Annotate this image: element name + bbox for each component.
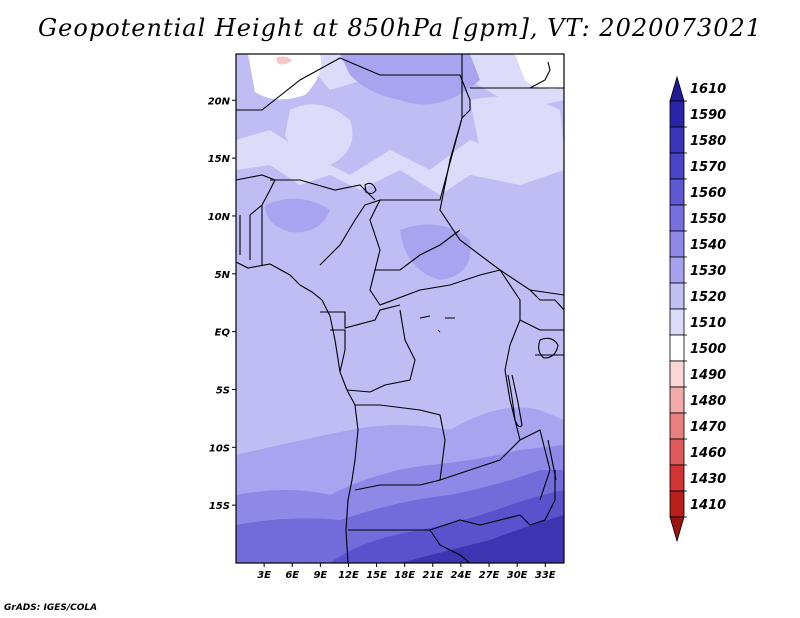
field-white-nw [248, 54, 321, 100]
colorbar-label: 1590 [690, 108, 726, 123]
lon-tick-label: 3E [257, 570, 271, 581]
colorbar-swatch [669, 308, 685, 336]
border-drc-angola [346, 309, 416, 393]
colorbar-swatch [669, 230, 685, 258]
lake-chad [364, 182, 377, 195]
lat-tick-label: 10S [209, 443, 230, 454]
colorbar-swatch [669, 490, 685, 518]
border-zambia [439, 429, 551, 501]
lake-malawi [547, 439, 557, 481]
colorbar-label: 1500 [690, 342, 726, 357]
chart-title: Geopotential Height at 850hPa [gpm], VT:… [38, 14, 762, 42]
colorbar-swatch [669, 204, 685, 232]
coast-north-egypt [529, 61, 551, 89]
colorbar-label: 1610 [690, 82, 726, 97]
border-drc-east [499, 269, 521, 441]
border-sahara [236, 57, 471, 119]
lon-tick-label: 6E [285, 570, 299, 581]
map-frame [235, 53, 565, 564]
lat-tick-label: 20N [208, 96, 231, 107]
border-congo [320, 304, 401, 329]
colorbar-label: 1520 [690, 290, 726, 305]
colorbar-swatch [669, 464, 685, 492]
border-car [369, 269, 501, 306]
lake-victoria [538, 337, 559, 359]
lon-tick-label: 15E [366, 570, 387, 581]
border-namibia [348, 514, 521, 531]
field-pink-spot [276, 56, 292, 65]
field-mid-north [340, 54, 480, 105]
lon-tick-label: 24E [451, 570, 472, 581]
border-libya-egypt [380, 54, 463, 201]
lat-tick-label: 10N [208, 212, 231, 223]
colorbar-label: 1460 [690, 446, 726, 461]
lat-tick-label: 5S [216, 385, 230, 396]
colorbar-swatch [669, 360, 685, 388]
colorbar-label: 1510 [690, 316, 726, 331]
colorbar-label: 1540 [690, 238, 726, 253]
lakes-central [419, 315, 455, 333]
border-botswana [429, 529, 471, 563]
border-mali [236, 174, 276, 216]
field-mid-sahel [265, 198, 330, 233]
colorbar-label: 1530 [690, 264, 726, 279]
lon-tick-label: 12E [338, 570, 359, 581]
lat-tick-label: 15N [208, 154, 231, 165]
colorbar-swatch [669, 152, 685, 180]
colorbar-swatch [669, 178, 685, 206]
axis-ticks: 20N 15N 10N 5N EQ 5S 10S 15S 3E 6E 9E 12E 15E 18E 21E 2… [208, 96, 556, 581]
lat-tick-label: 15S [209, 501, 230, 512]
border-chad [369, 199, 461, 271]
colorbar-swatch [669, 100, 685, 128]
country-borders [236, 54, 564, 563]
colorbar-label: 1570 [690, 160, 726, 175]
border-mozambique [519, 470, 556, 526]
colorbar-swatch [669, 282, 685, 310]
lon-tick-label: 21E [422, 570, 443, 581]
colorbar-label: 1550 [690, 212, 726, 227]
height-field [236, 54, 564, 563]
border-nigeria-cameroon [319, 199, 381, 266]
colorbar-label: 1480 [690, 394, 726, 409]
lon-tick-label: 33E [535, 570, 556, 581]
colorbar-swatch [669, 438, 685, 466]
colorbar-label: 1430 [690, 472, 726, 487]
colorbar-label: 1470 [690, 420, 726, 435]
colorbar-bottom-arrow [669, 516, 685, 543]
field-white-ne [515, 54, 564, 89]
colorbar-swatch [669, 334, 685, 362]
lon-tick-label: 9E [313, 570, 327, 581]
field-mid-central [400, 224, 471, 280]
field-dark4-south [400, 515, 564, 563]
colorbar-label: 1490 [690, 368, 726, 383]
colorbar-label: 1580 [690, 134, 726, 149]
colorbar-swatch [669, 256, 685, 284]
lon-tick-label: 27E [479, 570, 500, 581]
border-angola-south [354, 404, 446, 491]
field-light-patch [285, 104, 353, 165]
colorbar-label: 1560 [690, 186, 726, 201]
lon-tick-label: 18E [394, 570, 415, 581]
border-east-africa [519, 289, 564, 356]
field-light-east [470, 96, 564, 160]
lake-tanganyika [507, 374, 523, 428]
colorbar-swatch [669, 412, 685, 440]
border-west-small [239, 205, 263, 265]
colorbar-swatch [669, 386, 685, 414]
lat-tick-label: EQ [215, 328, 231, 339]
border-gabon [330, 329, 346, 373]
border-niger-nigeria [270, 179, 376, 201]
colorbar-swatch [669, 126, 685, 154]
grads-credit: GrADS: IGES/COLA [4, 603, 98, 613]
colorbar: 1610 1590 1580 1570 1560 1550 1540 1530 1520 1510… [669, 75, 726, 543]
coastline-west [236, 261, 359, 563]
colorbar-label: 1410 [690, 498, 726, 513]
lon-tick-label: 30E [507, 570, 528, 581]
colorbar-top-arrow [669, 75, 685, 102]
lat-tick-label: 5N [215, 270, 231, 281]
